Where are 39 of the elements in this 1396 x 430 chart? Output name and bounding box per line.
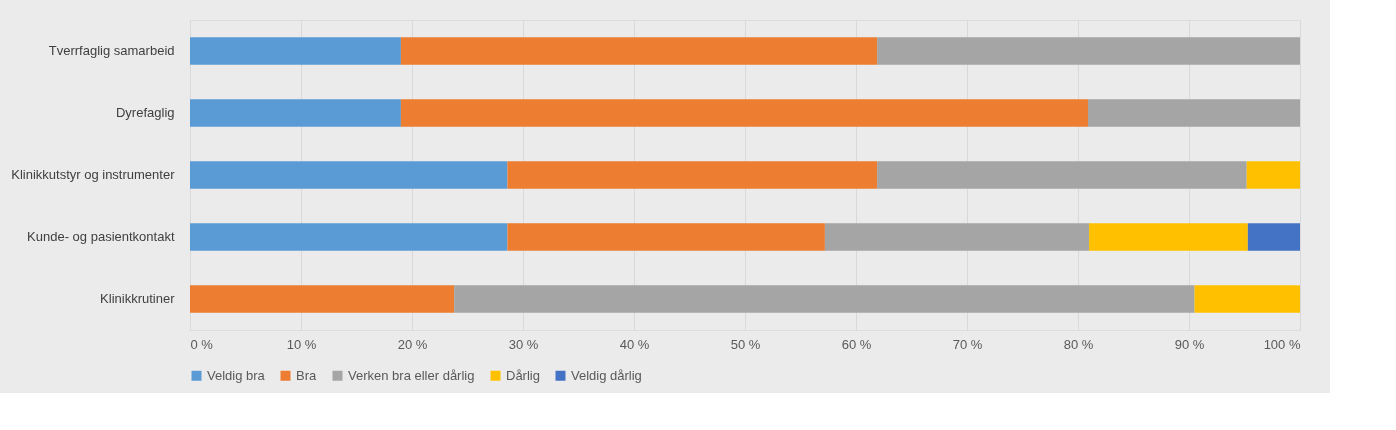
bar bbox=[507, 223, 825, 251]
bar bbox=[190, 161, 508, 189]
y-tick-label: Klinikkutstyr og instrumenter bbox=[11, 167, 176, 182]
bar bbox=[824, 223, 1090, 251]
bar bbox=[190, 99, 401, 127]
x-tick-label: 100 % bbox=[1263, 336, 1301, 352]
bar bbox=[1087, 99, 1300, 127]
bar bbox=[877, 37, 1300, 65]
bar bbox=[1247, 223, 1300, 251]
x-tick-label: 70 % bbox=[952, 336, 983, 352]
bar bbox=[190, 223, 508, 251]
bar bbox=[1089, 223, 1248, 251]
x-tick-label: 80 % bbox=[1063, 336, 1094, 352]
bar bbox=[400, 37, 878, 65]
y-tick-label: Kunde- og pasientkontakt bbox=[27, 229, 175, 244]
legend-label: Verken bra eller dårlig bbox=[348, 367, 475, 383]
legend-label: Dårlig bbox=[506, 367, 540, 383]
x-tick-label: 0 % bbox=[190, 336, 214, 352]
x-tick-label: 50 % bbox=[730, 336, 761, 352]
bar bbox=[454, 285, 1195, 313]
legend-label: Veldig bra bbox=[207, 367, 266, 383]
bar bbox=[1246, 161, 1300, 189]
bar bbox=[190, 285, 455, 313]
y-tick-label: Dyrefaglig bbox=[115, 105, 175, 120]
x-tick-label: 20 % bbox=[397, 336, 428, 352]
bar bbox=[877, 161, 1247, 189]
x-tick-label: 10 % bbox=[286, 336, 317, 352]
bar bbox=[190, 37, 401, 65]
y-tick-label: Tverrfaglig samarbeid bbox=[48, 43, 175, 58]
bar bbox=[507, 161, 878, 189]
x-tick-label: 90 % bbox=[1174, 336, 1205, 352]
legend-label: Veldig dårlig bbox=[571, 367, 642, 383]
x-tick-label: 40 % bbox=[619, 336, 650, 352]
bar bbox=[1194, 285, 1300, 313]
x-tick-label: 60 % bbox=[841, 336, 872, 352]
legend-label: Bra bbox=[296, 367, 317, 383]
bar bbox=[400, 99, 1088, 127]
x-tick-label: 30 % bbox=[508, 336, 539, 352]
y-tick-label: Klinikkrutiner bbox=[100, 291, 176, 306]
